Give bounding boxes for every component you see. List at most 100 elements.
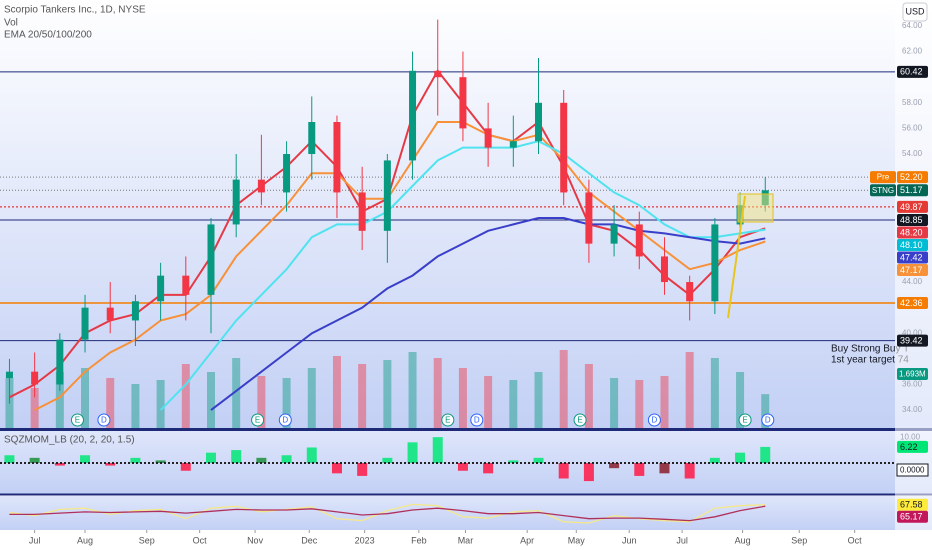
sqz-bar: [231, 450, 242, 463]
ema-line: [159, 140, 766, 411]
event-marker: [97, 413, 111, 427]
x-tick-label: Oct: [193, 535, 208, 545]
volume-bar: [685, 352, 694, 428]
volume-bar: [761, 394, 770, 428]
y-tick-label: 54.00: [902, 149, 923, 158]
subtitle: EMA 20/50/100/200: [4, 30, 92, 41]
drawing-trend: [727, 195, 746, 319]
candle-body: [5, 371, 13, 379]
currency-button[interactable]: [902, 2, 928, 22]
candle-body: [509, 141, 517, 148]
event-label: D: [652, 416, 658, 425]
volume-bar: [484, 376, 493, 428]
subtitle: Vol: [4, 18, 18, 29]
event-label: E: [75, 416, 80, 425]
volume-bar: [433, 358, 442, 428]
sqz-bar: [735, 452, 746, 463]
candle-body: [31, 371, 39, 385]
x-tick-label: Feb: [411, 535, 427, 545]
time-axis: [0, 530, 932, 550]
sqz-bar: [105, 463, 116, 466]
event-label: D: [474, 416, 480, 425]
volume-bar: [635, 380, 644, 428]
sqz-value-box: [897, 440, 928, 453]
osc-line: [9, 505, 766, 522]
candle-body: [358, 192, 366, 231]
price-label-box: [897, 200, 928, 213]
candle-body: [56, 339, 64, 385]
volume-bar: [332, 356, 341, 428]
price-label: 48.85: [900, 215, 923, 225]
y-tick-label: 34.00: [902, 405, 923, 414]
candle-body: [711, 224, 719, 302]
price-label: 49.87: [900, 202, 923, 212]
price-tag-box: [870, 184, 896, 197]
annotation: 1st year target 74: [831, 355, 909, 366]
sqz-value-label: 6.22: [900, 442, 918, 452]
event-label: D: [101, 416, 107, 425]
x-tick-label: Nov: [247, 535, 264, 545]
volume-bar: [257, 376, 266, 428]
volume-bar: [534, 372, 543, 428]
price-label: 48.20: [900, 227, 923, 237]
volume-bar: [736, 372, 745, 428]
osc-value-box: [897, 498, 928, 511]
sqz-bar: [558, 463, 569, 479]
x-tick-label: 2023: [355, 535, 375, 545]
price-label: 48.10: [900, 240, 923, 250]
x-tick-label: Mar: [458, 535, 474, 545]
candle-body: [484, 128, 492, 148]
y-tick-label: 62.00: [902, 47, 923, 56]
volume-bar: [282, 378, 291, 428]
price-label: 47.17: [900, 265, 923, 275]
price-label-box: [897, 226, 928, 239]
candle-body: [232, 179, 240, 225]
sqz-bar: [281, 455, 292, 463]
sqz-bar: [130, 457, 141, 463]
event-label: E: [445, 416, 450, 425]
sqz-bar: [634, 463, 645, 476]
sqz-bar: [709, 457, 720, 463]
osc-value-box: [897, 510, 928, 523]
sqz-bar: [457, 463, 468, 471]
event-label: E: [255, 416, 260, 425]
y-tick-label: 40.00: [902, 328, 923, 337]
y-tick-label: 36.00: [902, 380, 923, 389]
event-marker: [70, 413, 84, 427]
event-marker: [647, 413, 661, 427]
volume-bar: [106, 378, 115, 428]
candle-body: [535, 102, 543, 142]
x-tick-label: Aug: [735, 535, 751, 545]
candle-body: [635, 224, 643, 257]
price-label-box: [897, 171, 928, 184]
volume-bar: [206, 372, 215, 428]
x-tick-label: May: [568, 535, 586, 545]
volume-bar: [710, 358, 719, 428]
volume-bar: [610, 378, 619, 428]
event-marker: [278, 413, 292, 427]
currency[interactable]: USD: [905, 6, 925, 16]
event-label: D: [765, 416, 771, 425]
annotation: Buy Strong Buy T: [831, 344, 909, 355]
candle-body: [610, 224, 618, 244]
x-tick-label: Apr: [520, 535, 534, 545]
x-tick-label: Jun: [622, 535, 637, 545]
price-tag: STNG: [872, 186, 894, 195]
chart-title: Scorpio Tankers Inc., 1D, NYSE: [4, 5, 146, 16]
osc-value-label: 67.58: [900, 500, 923, 510]
sqz-bar: [4, 455, 15, 463]
sqz-bar: [180, 463, 191, 471]
event-marker: [738, 413, 752, 427]
price-label-box: [897, 65, 928, 78]
sqz-bar: [533, 457, 544, 463]
y-tick-label: 64.00: [902, 21, 923, 30]
volume-bar: [383, 360, 392, 428]
sqz-bar: [382, 457, 393, 463]
volume-bar: [559, 350, 568, 428]
volume-bar: [30, 388, 39, 428]
volume-bar: [131, 384, 140, 428]
x-tick-label: Jul: [29, 535, 41, 545]
sqz-bar: [80, 455, 91, 463]
event-marker: [251, 413, 265, 427]
